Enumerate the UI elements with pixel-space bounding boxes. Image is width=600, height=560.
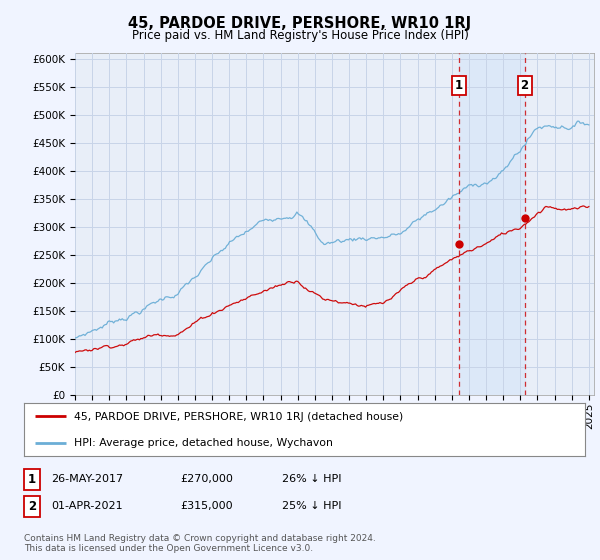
Text: £270,000: £270,000	[180, 474, 233, 484]
Bar	[458, 53, 524, 395]
Text: 45, PARDOE DRIVE, PERSHORE, WR10 1RJ: 45, PARDOE DRIVE, PERSHORE, WR10 1RJ	[128, 16, 472, 31]
Text: 45, PARDOE DRIVE, PERSHORE, WR10 1RJ (detached house): 45, PARDOE DRIVE, PERSHORE, WR10 1RJ (de…	[74, 412, 404, 422]
Text: 01-APR-2021: 01-APR-2021	[51, 501, 122, 511]
Text: 26% ↓ HPI: 26% ↓ HPI	[282, 474, 341, 484]
Text: 26-MAY-2017: 26-MAY-2017	[51, 474, 123, 484]
Text: HPI: Average price, detached house, Wychavon: HPI: Average price, detached house, Wych…	[74, 438, 334, 448]
Text: 2: 2	[28, 500, 36, 513]
Text: 1: 1	[455, 79, 463, 92]
Text: 2: 2	[521, 79, 529, 92]
Text: 1: 1	[28, 473, 36, 486]
Text: £315,000: £315,000	[180, 501, 233, 511]
Text: Contains HM Land Registry data © Crown copyright and database right 2024.
This d: Contains HM Land Registry data © Crown c…	[24, 534, 376, 553]
Text: 25% ↓ HPI: 25% ↓ HPI	[282, 501, 341, 511]
Text: Price paid vs. HM Land Registry's House Price Index (HPI): Price paid vs. HM Land Registry's House …	[131, 29, 469, 42]
